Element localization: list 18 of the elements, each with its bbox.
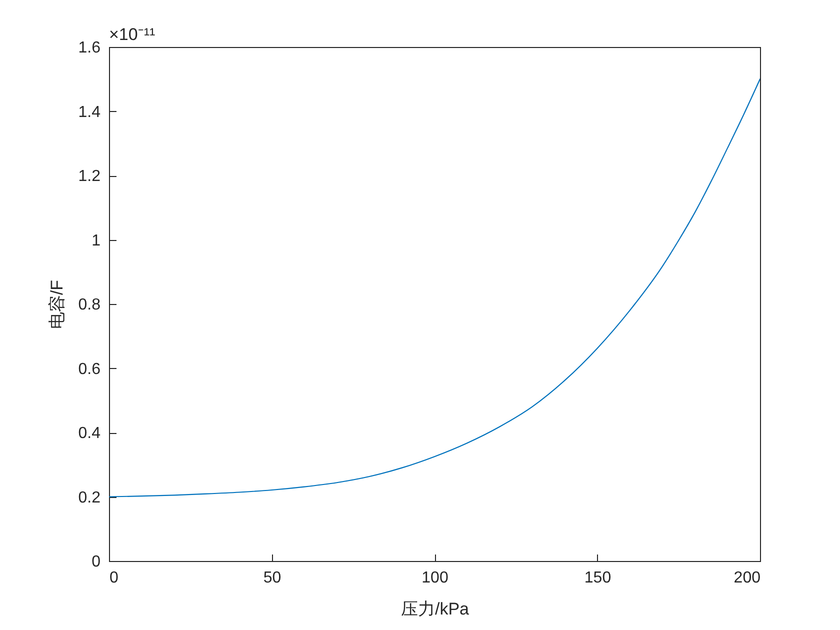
y-tick-label: 0.8 [78, 296, 101, 314]
y-axis-title: 电容/F [47, 280, 66, 330]
x-tick-label: 200 [734, 570, 761, 586]
x-tick-label: 50 [263, 570, 282, 586]
y-tick-label: 0.6 [78, 360, 101, 378]
y-tick-label: 1.6 [78, 40, 101, 56]
x-tick-label: 100 [422, 570, 448, 586]
x-tick-label: 150 [584, 570, 612, 586]
line-series [109, 78, 760, 498]
x-axis-title: 压力/kPa [400, 600, 470, 618]
y-tick-label: 0.2 [78, 489, 101, 506]
y-tick-label: 1 [92, 232, 101, 250]
x-tick-label: 0 [110, 570, 118, 586]
text: ×10⁻¹¹ [109, 25, 156, 44]
y-tick-label: 1.4 [78, 104, 101, 121]
y-tick-label: 1.2 [78, 168, 101, 185]
y-tick-label: 0.4 [78, 425, 101, 442]
y-tick-label: 0 [92, 554, 101, 570]
